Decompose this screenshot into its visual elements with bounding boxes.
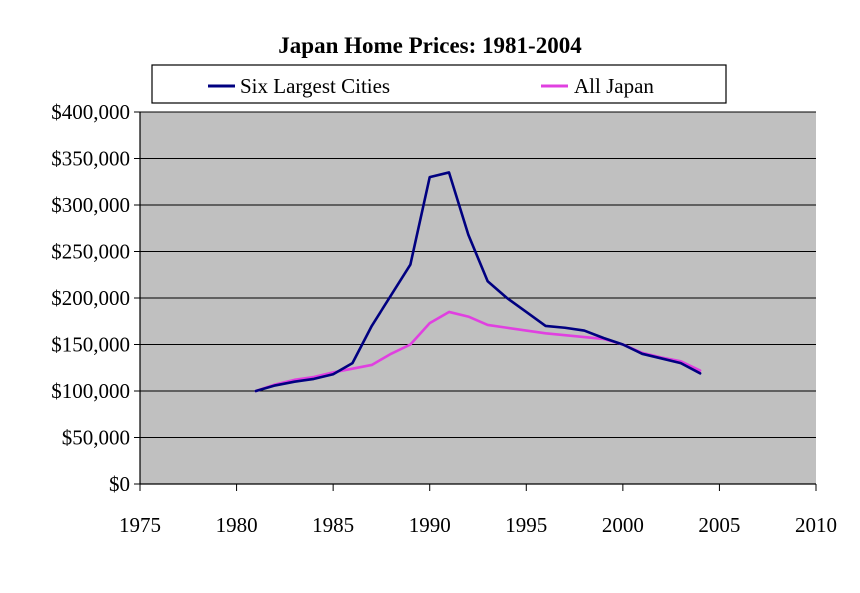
legend: Six Largest Cities All Japan bbox=[151, 64, 727, 104]
y-tick-label: $150,000 bbox=[51, 333, 130, 357]
y-tick-label: $0 bbox=[109, 472, 130, 496]
x-tick-label: 1975 bbox=[119, 513, 161, 537]
x-tick-labels: 1975 1980 1985 1990 1995 2000 2005 2010 bbox=[119, 513, 837, 537]
chart-title: Japan Home Prices: 1981-2004 bbox=[278, 33, 582, 58]
x-tick-label: 1985 bbox=[312, 513, 354, 537]
y-tick-label: $400,000 bbox=[51, 100, 130, 124]
x-tick-label: 1980 bbox=[216, 513, 258, 537]
y-tick-label: $50,000 bbox=[62, 426, 130, 450]
x-tick-label: 1995 bbox=[505, 513, 547, 537]
y-tick-labels: $0 $50,000 $100,000 $150,000 $200,000 $250,00… bbox=[51, 100, 130, 496]
legend-box bbox=[151, 64, 727, 104]
x-tick-label: 2000 bbox=[602, 513, 644, 537]
y-tick-label: $100,000 bbox=[51, 379, 130, 403]
legend-label-six-largest-cities: Six Largest Cities bbox=[240, 74, 390, 98]
y-tick-label: $250,000 bbox=[51, 240, 130, 264]
y-tick-label: $300,000 bbox=[51, 193, 130, 217]
series-line-six-largest-cities bbox=[254, 171, 702, 393]
x-tick-label: 1990 bbox=[409, 513, 451, 537]
y-tick-label: $350,000 bbox=[51, 147, 130, 171]
series-layer bbox=[254, 171, 702, 393]
legend-label-all-japan: All Japan bbox=[574, 74, 654, 98]
gridlines bbox=[140, 111, 816, 438]
x-tick-label: 2005 bbox=[698, 513, 740, 537]
axes bbox=[134, 111, 817, 491]
x-tick-label: 2010 bbox=[795, 513, 837, 537]
y-tick-label: $200,000 bbox=[51, 286, 130, 310]
